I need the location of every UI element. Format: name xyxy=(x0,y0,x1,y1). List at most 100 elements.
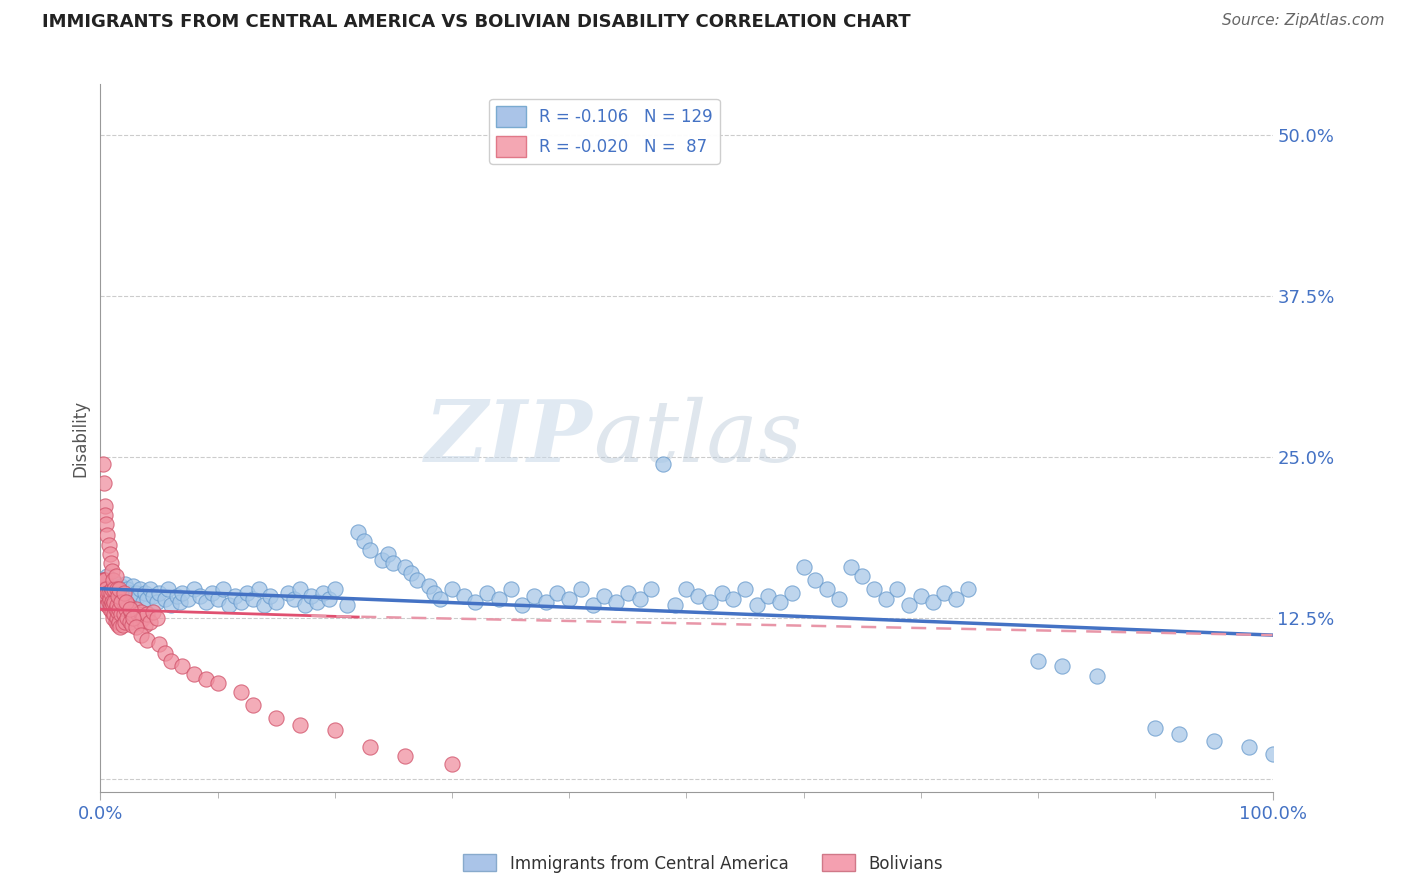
Point xyxy=(1144,721,1167,735)
Point xyxy=(828,592,851,607)
Point xyxy=(547,585,569,599)
Point xyxy=(229,685,252,699)
Point xyxy=(839,559,862,574)
Point xyxy=(120,590,142,604)
Point xyxy=(101,594,124,608)
Point xyxy=(294,599,316,613)
Point xyxy=(101,582,124,596)
Point xyxy=(359,740,381,755)
Point xyxy=(166,590,188,604)
Point xyxy=(134,585,156,599)
Point xyxy=(145,594,167,608)
Point xyxy=(307,594,329,608)
Point xyxy=(1261,747,1284,761)
Point xyxy=(194,594,217,608)
Point xyxy=(886,582,908,596)
Point xyxy=(488,592,510,607)
Point xyxy=(804,573,827,587)
Point xyxy=(229,594,252,608)
Point xyxy=(188,590,211,604)
Point xyxy=(142,605,165,619)
Point xyxy=(499,582,522,596)
Point xyxy=(138,582,160,596)
Point xyxy=(512,599,534,613)
Point xyxy=(183,582,205,596)
Point xyxy=(956,582,979,596)
Point xyxy=(628,592,651,607)
Point xyxy=(194,672,217,686)
Point xyxy=(277,585,299,599)
Point xyxy=(423,585,446,599)
Point xyxy=(523,590,546,604)
Point xyxy=(129,582,152,596)
Point xyxy=(97,585,120,599)
Point xyxy=(124,620,146,634)
Point xyxy=(177,592,200,607)
Point xyxy=(104,602,127,616)
Point xyxy=(675,582,697,596)
Point xyxy=(114,615,136,630)
Point xyxy=(159,654,181,668)
Point xyxy=(142,590,165,604)
Point xyxy=(105,611,128,625)
Point xyxy=(138,615,160,630)
Point xyxy=(110,607,132,622)
Point xyxy=(157,582,180,596)
Point xyxy=(359,543,381,558)
Point xyxy=(318,592,340,607)
Point xyxy=(758,590,780,604)
Point xyxy=(418,579,440,593)
Point xyxy=(94,573,117,587)
Point xyxy=(183,666,205,681)
Point xyxy=(910,590,932,604)
Point xyxy=(745,599,768,613)
Point xyxy=(108,582,131,596)
Point xyxy=(111,617,134,632)
Point xyxy=(112,585,135,599)
Point xyxy=(122,579,145,593)
Point xyxy=(121,594,143,608)
Text: atlas: atlas xyxy=(593,397,801,479)
Point xyxy=(127,607,149,622)
Point xyxy=(93,476,115,491)
Point xyxy=(118,602,141,616)
Point xyxy=(688,590,710,604)
Point xyxy=(118,585,141,599)
Point xyxy=(94,582,117,596)
Point xyxy=(117,611,139,625)
Point xyxy=(1167,727,1189,741)
Point xyxy=(921,594,943,608)
Point xyxy=(312,585,335,599)
Point xyxy=(101,605,124,619)
Point xyxy=(169,594,191,608)
Point xyxy=(110,594,132,608)
Point xyxy=(212,582,235,596)
Point xyxy=(218,599,240,613)
Point xyxy=(103,594,125,608)
Point xyxy=(640,582,662,596)
Point xyxy=(110,579,132,593)
Point xyxy=(159,599,181,613)
Point xyxy=(148,585,170,599)
Point xyxy=(122,607,145,622)
Text: IMMIGRANTS FROM CENTRAL AMERICA VS BOLIVIAN DISABILITY CORRELATION CHART: IMMIGRANTS FROM CENTRAL AMERICA VS BOLIV… xyxy=(42,13,911,31)
Point xyxy=(617,585,640,599)
Point xyxy=(242,698,264,712)
Point xyxy=(264,710,287,724)
Point xyxy=(120,605,142,619)
Point xyxy=(664,599,686,613)
Point xyxy=(382,556,405,570)
Point xyxy=(107,605,129,619)
Point xyxy=(1026,654,1049,668)
Point xyxy=(440,582,463,596)
Point xyxy=(136,633,159,648)
Point xyxy=(710,585,733,599)
Point xyxy=(815,582,838,596)
Point xyxy=(851,569,873,583)
Point xyxy=(769,594,792,608)
Point xyxy=(101,564,124,578)
Point xyxy=(94,500,117,514)
Point xyxy=(264,594,287,608)
Point xyxy=(103,599,125,613)
Point xyxy=(207,675,229,690)
